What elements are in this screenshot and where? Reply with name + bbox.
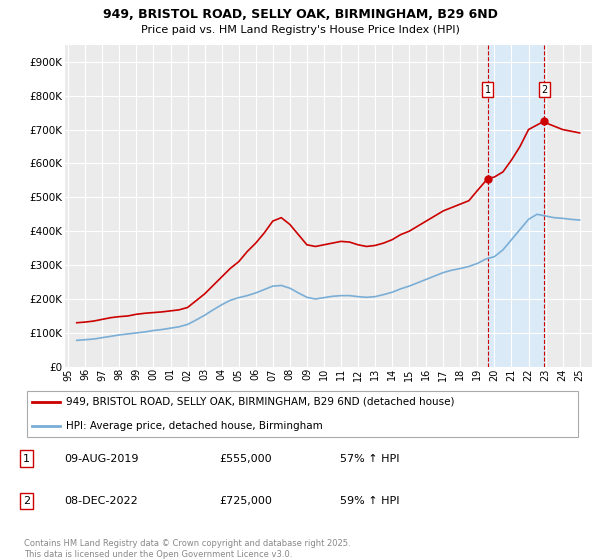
Bar [488, 45, 544, 367]
Text: 949, BRISTOL ROAD, SELLY OAK, BIRMINGHAM, B29 6ND: 949, BRISTOL ROAD, SELLY OAK, BIRMINGHAM… [103, 8, 497, 21]
Text: HPI: Average price, detached house, Birmingham: HPI: Average price, detached house, Birm… [66, 421, 323, 431]
Text: Contains HM Land Registry data © Crown copyright and database right 2025.
This d: Contains HM Land Registry data © Crown c… [24, 539, 350, 559]
Text: 1: 1 [485, 85, 491, 95]
FancyBboxPatch shape [27, 391, 578, 437]
Text: 08-DEC-2022: 08-DEC-2022 [64, 496, 137, 506]
Text: 949, BRISTOL ROAD, SELLY OAK, BIRMINGHAM, B29 6ND (detached house): 949, BRISTOL ROAD, SELLY OAK, BIRMINGHAM… [66, 397, 454, 407]
Text: 1: 1 [23, 454, 30, 464]
Text: Price paid vs. HM Land Registry's House Price Index (HPI): Price paid vs. HM Land Registry's House … [140, 25, 460, 35]
Text: £555,000: £555,000 [220, 454, 272, 464]
Text: £725,000: £725,000 [220, 496, 272, 506]
Text: 2: 2 [23, 496, 30, 506]
Text: 59% ↑ HPI: 59% ↑ HPI [340, 496, 400, 506]
Text: 09-AUG-2019: 09-AUG-2019 [64, 454, 139, 464]
Text: 57% ↑ HPI: 57% ↑ HPI [340, 454, 400, 464]
Text: 2: 2 [541, 85, 548, 95]
